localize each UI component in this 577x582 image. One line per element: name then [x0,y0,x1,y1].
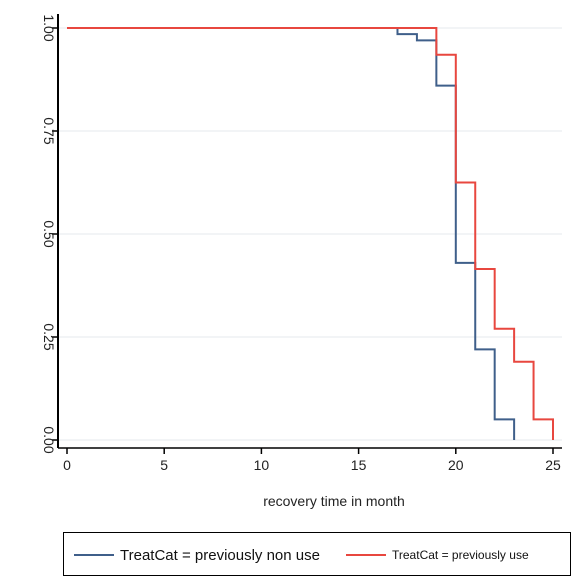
series-lines [67,27,554,440]
x-axis-label: recovery time in month [263,493,405,509]
y-tick-label: 1.00 [41,14,57,41]
legend-item-non-use: TreatCat = previously non use [74,545,320,565]
x-tick-label: 25 [545,457,561,473]
x-ticks: 0 5 10 15 20 25 [63,448,561,473]
y-ticks: 0.00 0.25 0.50 0.75 1.00 [41,14,58,454]
x-tick-label: 0 [63,457,71,473]
legend-swatch-use [346,554,386,556]
legend-label-non-use: TreatCat = previously non use [120,546,320,564]
legend-item-use: TreatCat = previously use [346,545,529,565]
y-tick-label: 0.75 [41,117,57,144]
legend-swatch-non-use [74,554,114,556]
y-tick-label: 0.00 [41,426,57,453]
x-tick-label: 20 [448,457,464,473]
y-tick-label: 0.25 [41,323,57,350]
legend-label-use: TreatCat = previously use [392,548,529,562]
x-tick-label: 5 [160,457,168,473]
grid-lines [58,27,562,441]
legend: TreatCat = previously non use TreatCat =… [63,532,571,576]
x-tick-label: 15 [351,457,367,473]
x-tick-label: 10 [254,457,270,473]
survival-line-use [67,27,554,440]
y-tick-label: 0.50 [41,220,57,247]
